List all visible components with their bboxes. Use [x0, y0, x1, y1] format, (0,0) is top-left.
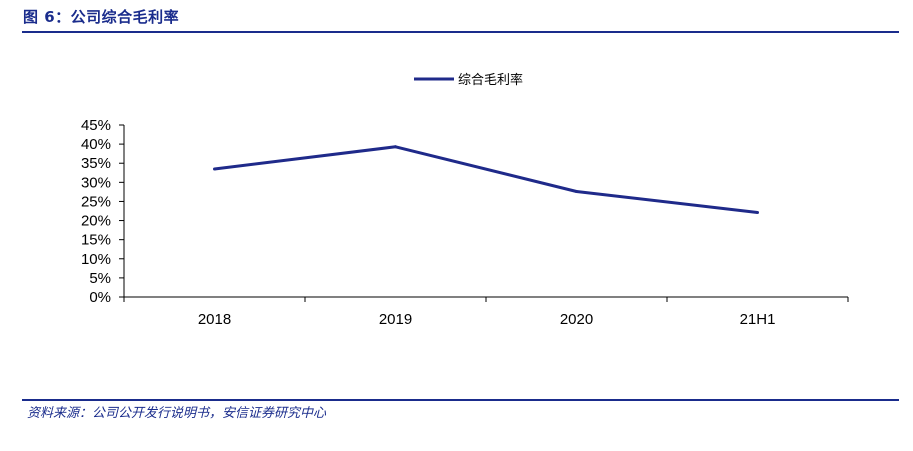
- figure-title: 图 6：公司综合毛利率: [23, 8, 180, 26]
- data-point: [394, 145, 397, 149]
- data-point: [213, 167, 216, 171]
- x-tick-label: 2019: [379, 311, 412, 328]
- y-tick-label: 45%: [81, 117, 111, 134]
- y-tick-label: 20%: [81, 213, 111, 230]
- y-tick-label: 10%: [81, 251, 111, 268]
- y-tick-label: 25%: [81, 193, 111, 210]
- data-point: [575, 190, 578, 194]
- source-note: 资料来源：公司公开发行说明书，安信证券研究中心: [27, 406, 327, 421]
- y-tick-label: 5%: [89, 270, 111, 287]
- y-tick-label: 35%: [81, 155, 111, 172]
- x-tick-label: 2020: [560, 311, 593, 328]
- series-line: [214, 145, 758, 215]
- y-tick-label: 40%: [81, 136, 111, 153]
- header-rule: [22, 31, 899, 33]
- y-tick-label: 0%: [89, 289, 111, 306]
- y-tick-label: 30%: [81, 174, 111, 191]
- x-tick-label: 21H1: [740, 311, 776, 328]
- y-tick-label: 15%: [81, 232, 111, 249]
- data-point: [756, 211, 759, 215]
- x-tick-label: 2018: [198, 311, 231, 328]
- legend-label: 综合毛利率: [458, 72, 523, 88]
- footer-rule: [22, 399, 899, 401]
